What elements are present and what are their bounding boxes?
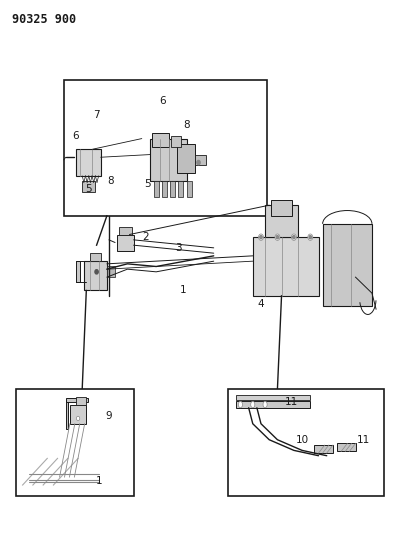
- Bar: [84, 261, 107, 290]
- Ellipse shape: [293, 236, 295, 239]
- Ellipse shape: [275, 234, 280, 240]
- Bar: [162, 181, 167, 197]
- Ellipse shape: [197, 160, 200, 165]
- Ellipse shape: [308, 234, 313, 240]
- Text: 11: 11: [285, 398, 298, 407]
- Text: 11: 11: [357, 435, 370, 445]
- Text: 6: 6: [159, 96, 166, 106]
- Bar: [236, 395, 310, 400]
- Bar: [187, 181, 192, 197]
- Bar: [76, 397, 86, 405]
- Text: 2: 2: [143, 232, 149, 242]
- Ellipse shape: [238, 401, 242, 408]
- Ellipse shape: [291, 234, 296, 240]
- Text: 7: 7: [93, 110, 100, 119]
- Text: 1: 1: [180, 286, 186, 295]
- Bar: [90, 253, 101, 261]
- Bar: [76, 149, 101, 176]
- Bar: [177, 144, 195, 173]
- Bar: [265, 205, 298, 237]
- Text: 9: 9: [106, 411, 112, 421]
- Bar: [323, 224, 372, 306]
- Bar: [171, 136, 181, 147]
- Bar: [107, 266, 115, 277]
- Bar: [154, 181, 159, 197]
- Text: 1: 1: [95, 476, 102, 486]
- Bar: [64, 80, 267, 216]
- Text: 3: 3: [175, 243, 182, 253]
- Bar: [117, 235, 134, 251]
- Bar: [228, 389, 384, 496]
- Bar: [16, 389, 134, 496]
- Bar: [82, 181, 95, 192]
- Bar: [66, 400, 68, 429]
- Text: 4: 4: [258, 299, 264, 309]
- Text: 5: 5: [85, 184, 92, 194]
- Bar: [150, 139, 187, 181]
- Bar: [195, 155, 206, 165]
- Text: 6: 6: [73, 131, 79, 141]
- Ellipse shape: [95, 270, 98, 274]
- Ellipse shape: [259, 234, 263, 240]
- Bar: [119, 227, 132, 235]
- Text: 10: 10: [296, 435, 309, 445]
- Bar: [152, 133, 169, 147]
- Bar: [170, 181, 175, 197]
- Bar: [178, 181, 183, 197]
- Bar: [271, 200, 292, 216]
- Text: 8: 8: [184, 120, 190, 130]
- Bar: [236, 401, 310, 408]
- Bar: [337, 443, 356, 451]
- Bar: [70, 405, 86, 424]
- Text: 8: 8: [108, 176, 114, 186]
- Ellipse shape: [309, 236, 312, 239]
- Bar: [253, 237, 319, 296]
- Ellipse shape: [276, 236, 279, 239]
- Bar: [76, 261, 80, 282]
- Ellipse shape: [251, 401, 255, 408]
- Ellipse shape: [76, 416, 80, 421]
- Ellipse shape: [263, 401, 267, 408]
- Bar: [66, 398, 88, 402]
- Text: 5: 5: [145, 179, 151, 189]
- Text: 90325 900: 90325 900: [12, 13, 76, 26]
- Ellipse shape: [260, 236, 262, 239]
- Bar: [314, 445, 333, 453]
